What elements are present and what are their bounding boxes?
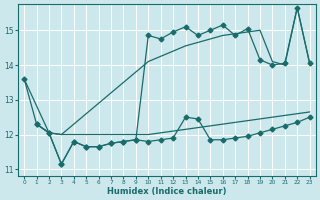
X-axis label: Humidex (Indice chaleur): Humidex (Indice chaleur) — [107, 187, 227, 196]
